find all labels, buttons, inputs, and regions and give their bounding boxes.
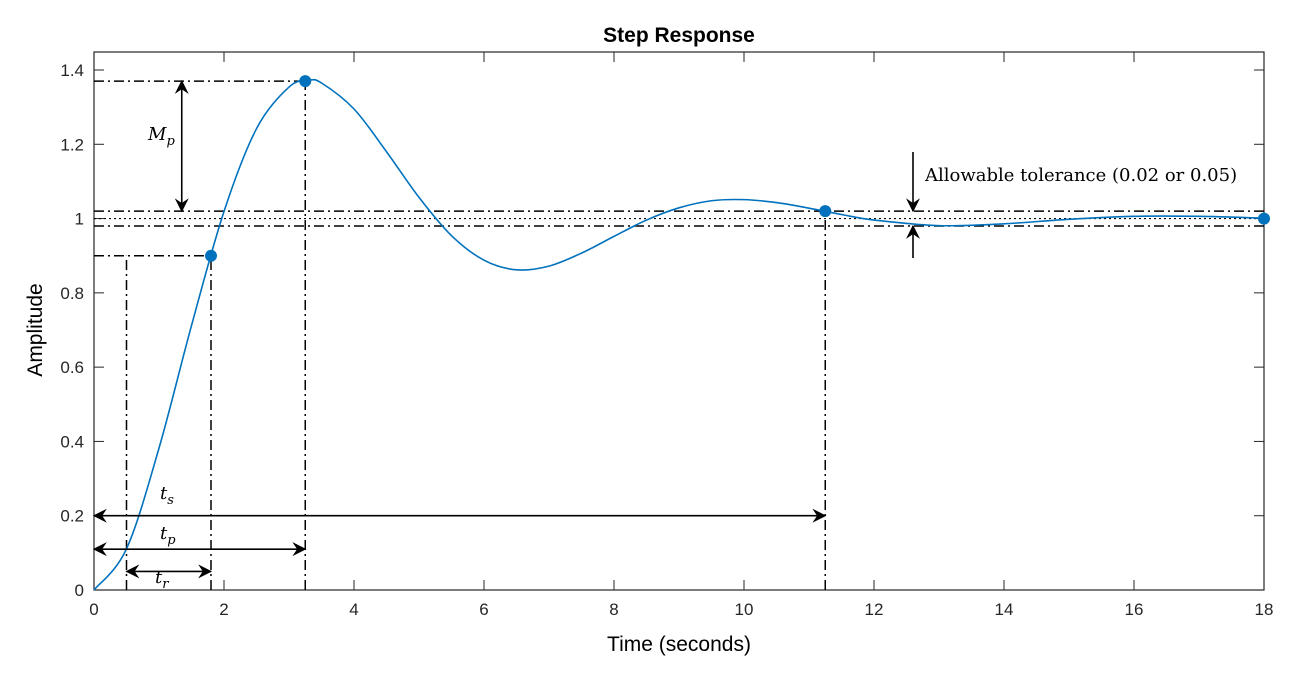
axes: 0 2 4 6 8 10 12 14 16 18 0 0.2 0.4 0.6 0.8 1 1.2 1.4: [60, 51, 1274, 619]
y-tick-label: 0.6: [60, 358, 84, 377]
x-tick-label: 18: [1255, 600, 1274, 619]
y-tick-label: 0.2: [60, 507, 84, 526]
reference-lines: [94, 80, 1264, 590]
y-tick-label: 1.2: [60, 135, 84, 154]
annotations: Mp ts tp tr Allowable tolerance (0.02 or…: [92, 79, 1237, 592]
mp-label: Mp: [147, 124, 175, 149]
ts-label: ts: [160, 483, 174, 508]
x-tick-label: 4: [349, 600, 358, 619]
y-tick-label: 1.4: [60, 61, 84, 80]
x-tick-label: 6: [479, 600, 488, 619]
x-tick-label: 10: [735, 600, 754, 619]
data-marker: [819, 205, 832, 218]
y-tick-label: 0: [75, 581, 84, 600]
step-response-line: [93, 78, 1265, 591]
x-tick-label: 8: [609, 600, 618, 619]
data-marker: [205, 249, 217, 262]
x-tick-label: 2: [219, 600, 228, 619]
y-tick-label: 0.4: [60, 432, 84, 451]
x-axis-label: Time (seconds): [607, 633, 751, 656]
x-tick-label: 12: [865, 600, 884, 619]
x-tick-label: 16: [1125, 600, 1144, 619]
series: [93, 75, 1270, 591]
x-tick-label: 0: [89, 600, 98, 619]
y-axis-label: Amplitude: [24, 283, 47, 376]
tolerance-label: Allowable tolerance (0.02 or 0.05): [924, 165, 1237, 186]
y-tick-label: 0.8: [60, 284, 84, 303]
chart-title: Step Response: [603, 24, 755, 47]
y-tick-label: 1: [75, 210, 84, 229]
tp-label: tp: [160, 523, 176, 548]
data-marker: [1258, 212, 1270, 225]
x-tick-label: 14: [995, 600, 1014, 619]
plot-frame: [93, 51, 1265, 591]
data-marker: [299, 75, 312, 88]
